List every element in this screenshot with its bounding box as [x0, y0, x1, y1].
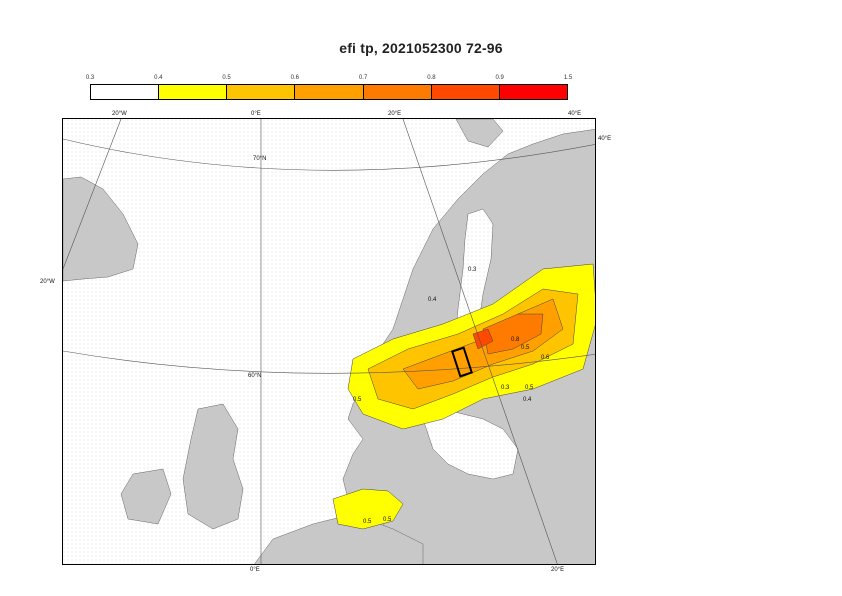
svalbard-land	[455, 119, 504, 148]
colorbar-tick-label: 0.7	[358, 75, 368, 81]
baltic-water	[422, 408, 519, 480]
graticule-60n	[63, 350, 595, 374]
contour-label: 0.3	[468, 267, 477, 273]
contour-label: 0.4	[428, 297, 437, 303]
lon-label-bottom-0e: 0°E	[250, 567, 260, 573]
lon-label-top-20e: 20°E	[388, 111, 402, 117]
greenland-land	[63, 176, 139, 282]
colorbar-tick-label: 1.5	[563, 75, 573, 81]
colorbar-tick-label: 0.5	[222, 75, 231, 81]
colorbar-tick-label: 0.9	[495, 75, 504, 81]
efi-0.8-area	[482, 313, 544, 355]
contour-label: 0.5	[521, 345, 530, 351]
contour-label: 0.4	[523, 397, 532, 403]
colorbar-segment	[499, 85, 567, 99]
lon-label-top-20w: 20°W	[112, 111, 127, 117]
graticule-20w	[63, 119, 122, 270]
colorbar-tick-label: 0.8	[427, 75, 436, 81]
colorbar-tick-label: 0.4	[154, 75, 163, 81]
contour-label: 0.5	[353, 397, 362, 403]
contour-label: 0.8	[511, 337, 520, 343]
colorbar-segment	[227, 85, 296, 99]
ireland-land	[120, 468, 172, 525]
parallel-label-60n: 60°N	[248, 373, 262, 379]
colorbar-segment	[159, 85, 228, 99]
colorbar-tick-label: 0.6	[290, 75, 300, 81]
lon-label-right-40e: 40°E	[598, 136, 612, 142]
parallel-label-70n: 70°N	[253, 156, 267, 162]
efi-0.9-area	[472, 328, 494, 350]
efi-south-area	[332, 488, 404, 530]
contour-label: 0.5	[525, 385, 534, 391]
contour-label: 0.5	[363, 519, 372, 525]
colorbar-segment	[431, 85, 500, 99]
lon-label-bottom-20e: 20°E	[551, 567, 565, 573]
colorbar-tick-label: 0.3	[85, 75, 95, 81]
colorbar	[90, 84, 568, 100]
map-title: efi tp, 2021052300 72-96	[339, 40, 503, 56]
colorbar-segment	[295, 85, 364, 99]
contour-label: 0.5	[383, 517, 392, 523]
british-isles-land	[182, 403, 244, 530]
map-svg	[63, 119, 595, 564]
lon-label-top-40e: 40°E	[568, 111, 582, 117]
graticule-20e	[402, 119, 558, 564]
map-panel: 70°N 60°N 0.3 0.4 0.5 0.8 0.5 0.6 0.3 0.…	[62, 118, 596, 565]
highlight-box	[451, 346, 473, 378]
colorbar-segment	[91, 85, 160, 99]
colorbar-segment	[363, 85, 432, 99]
lon-label-top-0e: 0°E	[251, 111, 261, 117]
graticule-70n	[63, 138, 595, 171]
lon-label-left-20w: 20°W	[40, 279, 55, 285]
contour-label: 0.3	[501, 385, 510, 391]
contour-label: 0.6	[541, 355, 550, 361]
